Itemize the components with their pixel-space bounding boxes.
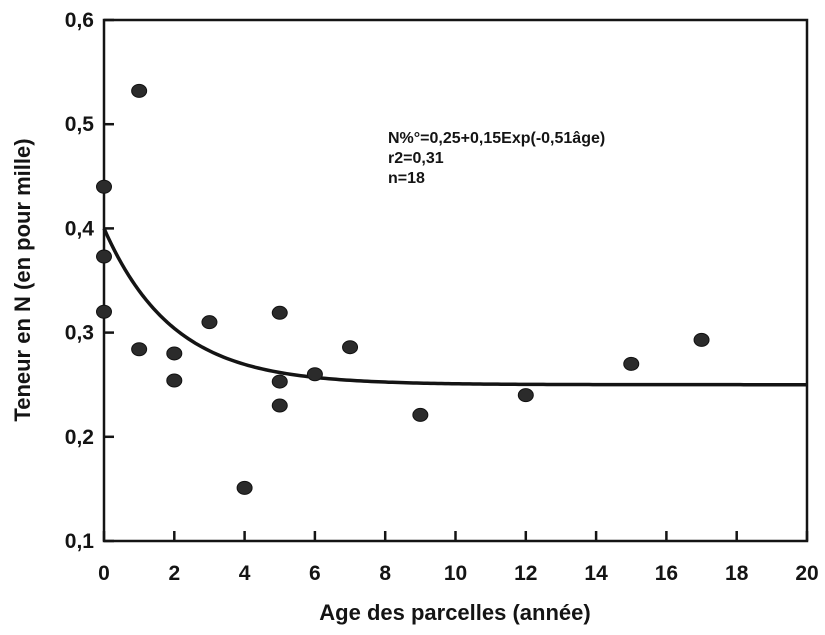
y-tick-label: 0,4 (65, 217, 95, 240)
r2-label: r2=0,31 (388, 150, 444, 167)
y-tick-label: 0,2 (65, 426, 94, 449)
data-point (517, 388, 534, 403)
data-point (693, 332, 710, 347)
x-tick-label: 18 (725, 562, 749, 585)
data-point (271, 398, 288, 413)
x-axis-title: Age des parcelles (année) (319, 600, 590, 625)
data-point (166, 346, 183, 361)
data-point (623, 356, 640, 371)
data-point (201, 315, 218, 330)
x-tick-label: 14 (584, 562, 608, 585)
data-point (131, 342, 148, 357)
data-point (166, 373, 183, 388)
data-point (271, 374, 288, 389)
data-point (96, 304, 112, 319)
plot-frame (102, 18, 809, 543)
equation-label: N%°=0,25+0,15Exp(-0,51âge) (388, 130, 605, 147)
x-tick-label: 6 (309, 562, 321, 585)
x-tick-label: 20 (795, 562, 818, 585)
x-tick-label: 2 (168, 562, 180, 585)
equation-annotation: N%°=0,25+0,15Exp(-0,51âge) r2=0,31 n=18 (388, 130, 605, 187)
data-point (236, 480, 253, 495)
data-point (306, 367, 323, 382)
x-tick-label: 12 (514, 562, 537, 585)
data-point (96, 179, 112, 194)
x-tick-label: 16 (655, 562, 678, 585)
y-axis-title: Teneur en N (en pour mille) (10, 138, 35, 421)
n-label: n=18 (388, 170, 425, 187)
y-tick-label: 0,1 (65, 530, 95, 553)
x-tick-label: 0 (98, 562, 110, 585)
data-points (96, 83, 710, 495)
y-tick-label: 0,5 (65, 113, 95, 136)
data-point (131, 83, 148, 98)
y-axis-ticks: 0,1 0,2 0,3 0,4 0,5 0,6 (65, 9, 114, 553)
data-point (271, 305, 288, 320)
y-tick-label: 0,6 (65, 9, 94, 32)
fit-curve (102, 227, 807, 387)
x-axis-ticks: 0 2 4 6 8 10 12 14 16 18 20 (98, 531, 819, 585)
x-tick-label: 10 (444, 562, 467, 585)
data-point (96, 249, 112, 264)
y-tick-label: 0,3 (65, 322, 94, 345)
x-tick-label: 4 (239, 562, 251, 585)
data-point (342, 340, 359, 355)
x-tick-label: 8 (379, 562, 391, 585)
data-point (412, 407, 429, 422)
